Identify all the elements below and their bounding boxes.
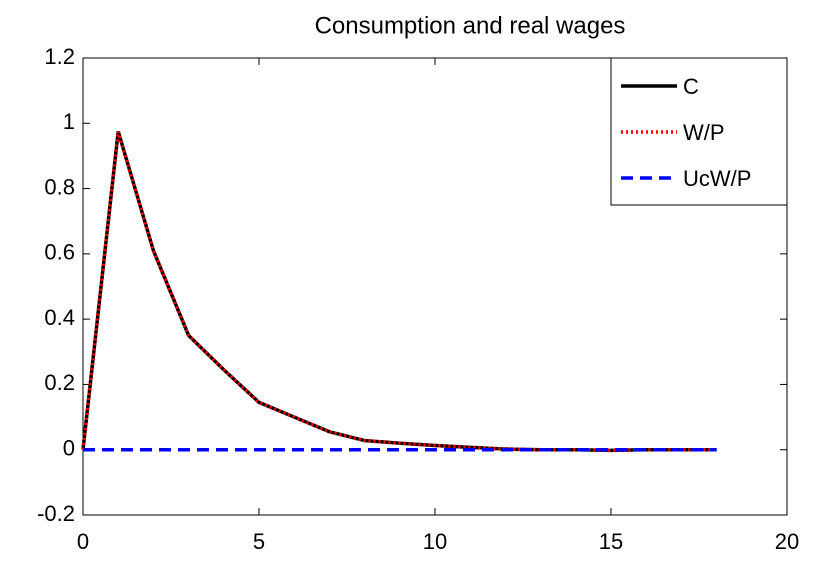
y-tick-label: 1.2: [44, 44, 75, 69]
y-tick-label: -0.2: [37, 501, 75, 526]
x-tick-label: 15: [599, 529, 623, 554]
y-tick-label: 0.6: [44, 240, 75, 265]
x-tick-label: 0: [77, 529, 89, 554]
chart-title: Consumption and real wages: [315, 12, 626, 39]
legend-box: [610, 57, 788, 206]
legend-label: C: [683, 74, 699, 99]
y-tick-label: 0.2: [44, 370, 75, 395]
y-tick-label: 0: [63, 436, 75, 461]
x-tick-label: 10: [423, 529, 447, 554]
legend-label: W/P: [683, 120, 725, 145]
x-tick-label: 20: [775, 529, 799, 554]
series-line: [81, 130, 717, 453]
legend-label: UcW/P: [683, 166, 751, 191]
y-tick-label: 1: [63, 109, 75, 134]
y-tick-label: 0.8: [44, 174, 75, 199]
x-tick-label: 5: [253, 529, 265, 554]
y-tick-label: 0.4: [44, 305, 75, 330]
